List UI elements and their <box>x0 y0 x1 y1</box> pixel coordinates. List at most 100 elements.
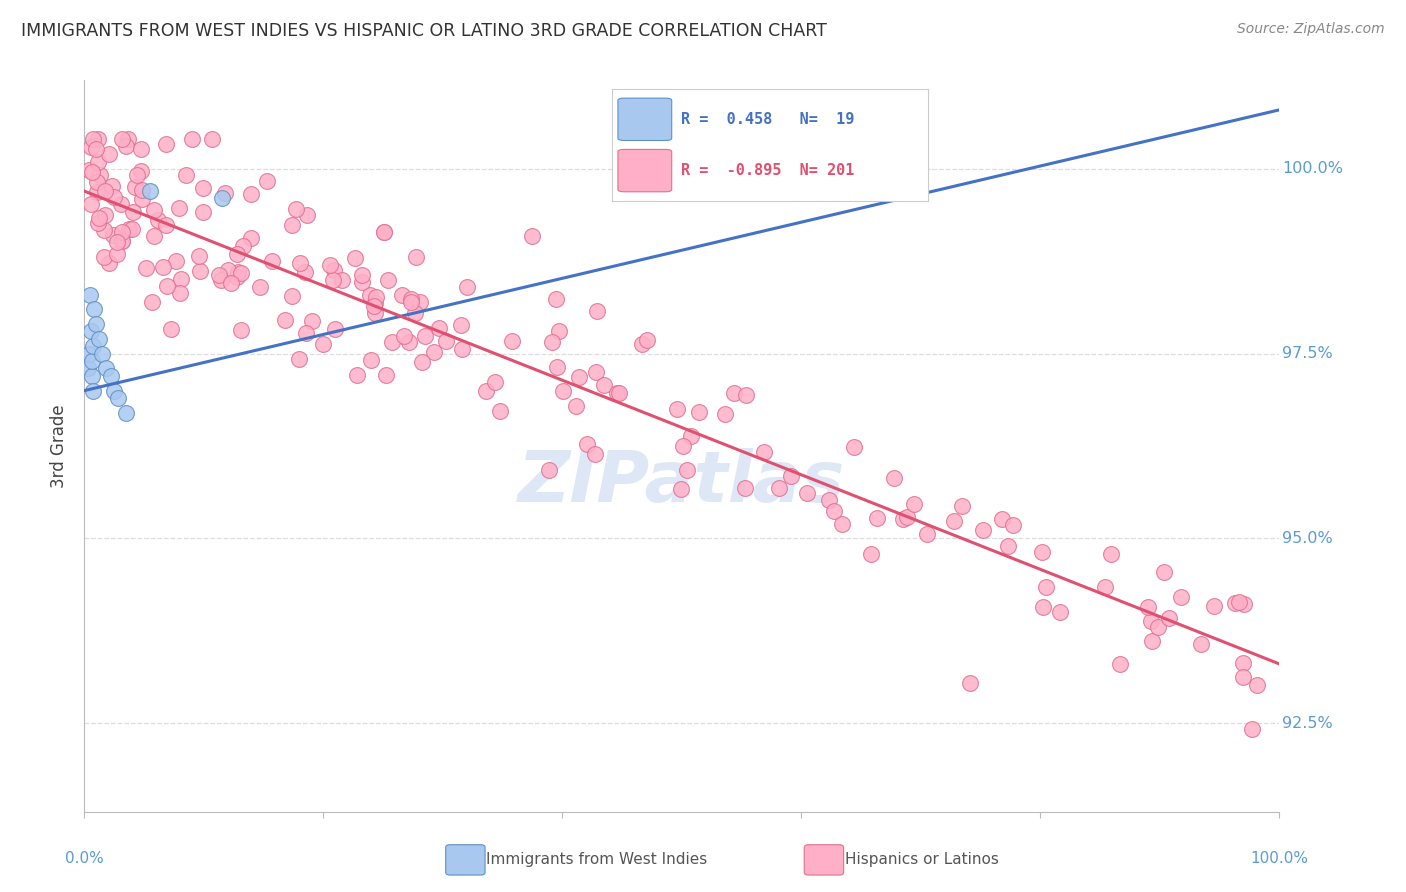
Point <box>346 368 368 383</box>
Point <box>91 346 114 360</box>
Point <box>363 306 385 320</box>
Point <box>1094 580 1116 594</box>
Point <box>159 322 181 336</box>
Point <box>501 334 523 348</box>
Point <box>1049 605 1071 619</box>
Point <box>1232 656 1254 670</box>
Point <box>167 202 190 216</box>
Point <box>1157 611 1180 625</box>
Point <box>105 235 128 249</box>
Point <box>260 253 283 268</box>
Point <box>423 345 446 359</box>
Point <box>1109 657 1132 671</box>
Point <box>89 169 111 183</box>
Point <box>281 289 304 303</box>
Point <box>374 368 396 383</box>
Point <box>676 463 699 477</box>
Point <box>83 302 105 317</box>
Point <box>891 511 914 525</box>
Text: 92.5%: 92.5% <box>1282 715 1333 731</box>
Point <box>87 132 110 146</box>
Point <box>80 140 103 154</box>
Point <box>240 231 263 245</box>
Point <box>373 225 395 239</box>
Point <box>155 218 177 232</box>
Point <box>665 402 688 417</box>
Point <box>181 132 204 146</box>
Point <box>723 386 745 401</box>
Point <box>103 189 125 203</box>
Point <box>950 499 973 513</box>
Point <box>399 292 422 306</box>
Point <box>209 273 232 287</box>
Point <box>734 481 756 495</box>
Point <box>232 239 254 253</box>
Point <box>87 332 110 346</box>
Point <box>489 403 512 417</box>
Point <box>290 256 312 270</box>
Point <box>575 437 598 451</box>
Point <box>631 336 654 351</box>
Point <box>174 168 197 182</box>
Text: 97.5%: 97.5% <box>1282 346 1333 361</box>
Point <box>129 164 152 178</box>
Point <box>1225 597 1247 611</box>
Point <box>583 447 606 461</box>
Point <box>796 486 818 500</box>
FancyBboxPatch shape <box>619 149 672 192</box>
Point <box>883 471 905 485</box>
Point <box>122 205 145 219</box>
Point <box>274 312 297 326</box>
Point <box>714 407 737 421</box>
Point <box>866 510 889 524</box>
Point <box>142 229 165 244</box>
Point <box>111 235 134 249</box>
Point <box>547 324 569 338</box>
Point <box>586 303 609 318</box>
Point <box>143 203 166 218</box>
Point <box>107 391 129 405</box>
Point <box>312 337 335 351</box>
Point <box>86 215 108 229</box>
Point <box>344 251 367 265</box>
Point <box>297 207 319 221</box>
Point <box>364 295 387 310</box>
Point <box>80 368 103 383</box>
Point <box>155 137 177 152</box>
Point <box>377 273 399 287</box>
Point <box>79 287 101 301</box>
Point <box>450 318 472 332</box>
Point <box>239 186 262 201</box>
Point <box>540 335 562 350</box>
Point <box>484 375 506 389</box>
Point <box>98 256 121 270</box>
Point <box>427 321 450 335</box>
Point <box>201 132 224 146</box>
Point <box>101 227 124 242</box>
Point <box>231 266 253 280</box>
Point <box>553 384 575 399</box>
Point <box>1136 600 1159 615</box>
Point <box>896 510 918 524</box>
Point <box>249 280 271 294</box>
Point <box>93 250 115 264</box>
Point <box>139 184 162 198</box>
Point <box>381 335 404 350</box>
Point <box>94 208 117 222</box>
Point <box>231 323 253 337</box>
Point <box>1189 637 1212 651</box>
Point <box>135 260 157 275</box>
Point <box>226 246 249 260</box>
Point <box>80 165 103 179</box>
Point <box>780 468 803 483</box>
Point <box>1241 723 1264 737</box>
Point <box>352 275 374 289</box>
Point <box>191 204 214 219</box>
Point <box>585 365 607 379</box>
Text: 100.0%: 100.0% <box>1282 161 1343 177</box>
Point <box>288 351 311 366</box>
Point <box>1153 565 1175 579</box>
Point <box>86 317 108 331</box>
Point <box>86 186 108 200</box>
Point <box>80 325 103 339</box>
